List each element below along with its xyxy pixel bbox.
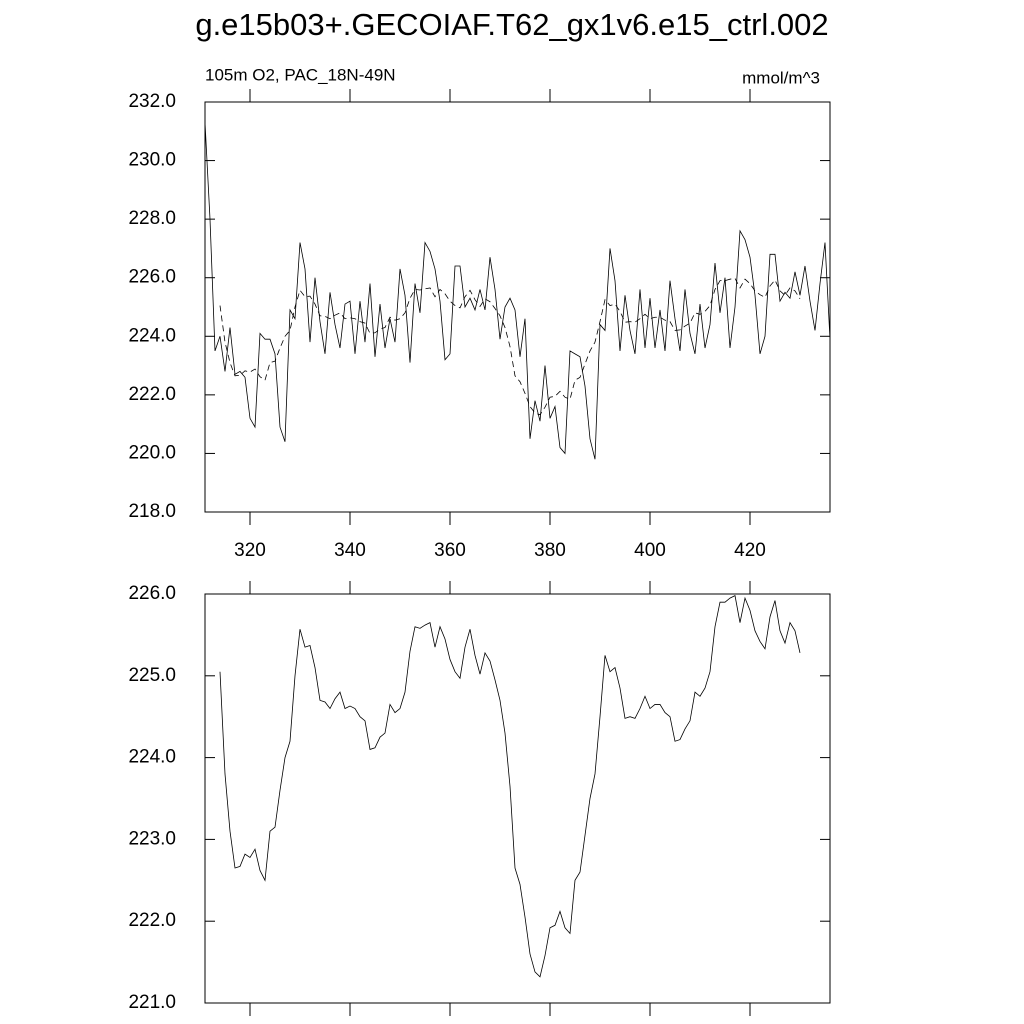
data-line — [204, 122, 831, 460]
x-tick-label: 420 — [734, 540, 766, 561]
y-tick-label: 228.0 — [128, 208, 176, 229]
y-tick-label: 230.0 — [128, 150, 176, 171]
x-tick-label: 360 — [434, 540, 466, 561]
plot-frame — [204, 101, 831, 513]
y-tick-label: 218.0 — [128, 501, 176, 522]
y-tick-label: 224.0 — [128, 747, 176, 768]
y-tick-label: 226.0 — [128, 583, 176, 604]
x-tick-label: 380 — [534, 540, 566, 561]
x-tick-label: 320 — [234, 540, 266, 561]
y-tick-label: 222.0 — [128, 910, 176, 931]
y-tick-label: 225.0 — [128, 665, 176, 686]
data-line — [219, 595, 801, 978]
y-tick-label: 224.0 — [128, 325, 176, 346]
y-tick-label: 223.0 — [128, 828, 176, 849]
subtitle-left: 105m O2, PAC_18N-49N — [205, 65, 396, 84]
y-tick-label: 220.0 — [128, 442, 176, 463]
subtitle-right: mmol/m^3 — [742, 68, 820, 87]
y-tick-label: 222.0 — [128, 384, 176, 405]
figure-title: g.e15b03+.GECOIAF.T62_gx1v6.e15_ctrl.002 — [195, 7, 828, 42]
y-tick-label: 226.0 — [128, 267, 176, 288]
x-tick-label: 400 — [634, 540, 666, 561]
x-tick-label: 340 — [334, 540, 366, 561]
y-tick-label: 221.0 — [128, 992, 176, 1013]
dashed-line — [219, 277, 801, 416]
y-tick-label: 232.0 — [128, 91, 176, 112]
plot-frame — [204, 593, 831, 1004]
